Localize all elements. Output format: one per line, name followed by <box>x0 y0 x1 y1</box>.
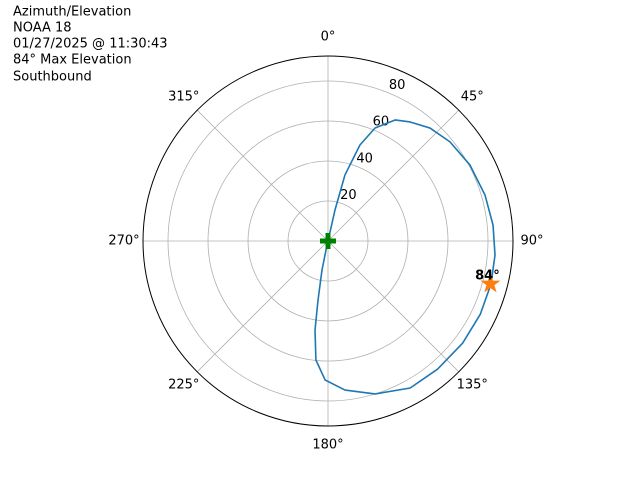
grid-spoke <box>196 240 329 373</box>
theta-tick-label: 315° <box>168 89 199 104</box>
grid-spoke <box>196 109 329 242</box>
theta-tick-label: 45° <box>461 89 484 104</box>
theta-tick-label: 180° <box>312 438 343 453</box>
r-tick-label: 20 <box>340 188 357 203</box>
title-line: Azimuth/Elevation <box>13 5 131 20</box>
theta-tick-label: 225° <box>168 378 199 393</box>
r-tick-label: 80 <box>389 78 406 93</box>
title-line: 84° Max Elevation <box>13 53 132 68</box>
grid-spoke <box>327 240 460 373</box>
r-tick-label: 40 <box>356 151 373 166</box>
max-elevation-marker <box>480 273 501 293</box>
value-label: 84° <box>475 268 500 283</box>
theta-tick-label: 135° <box>457 378 488 393</box>
start-marker <box>320 233 336 249</box>
title-line: Southbound <box>13 70 92 85</box>
theta-tick-label: 270° <box>108 234 139 249</box>
title-line: NOAA 18 <box>13 21 72 36</box>
theta-tick-label: 0° <box>321 30 336 45</box>
theta-tick-label: 90° <box>520 234 543 249</box>
title-line: 01/27/2025 @ 11:30:43 <box>13 37 168 52</box>
r-tick-label: 60 <box>373 115 390 130</box>
polar-frame <box>142 55 514 427</box>
